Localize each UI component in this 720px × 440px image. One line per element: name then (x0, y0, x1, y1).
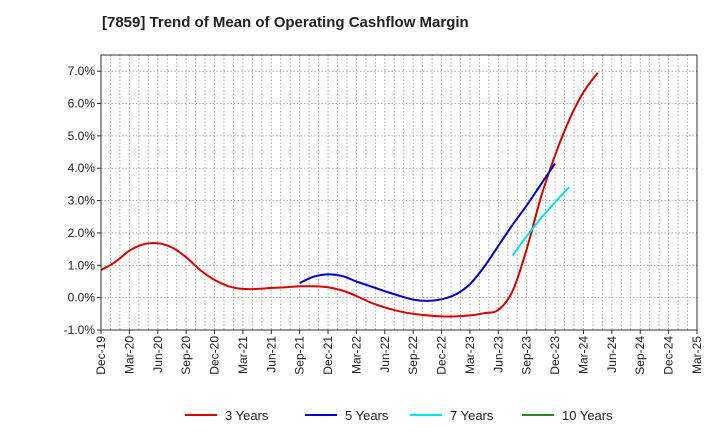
x-tick-label: Jun-22 (378, 336, 392, 373)
series-line-3-years (100, 72, 599, 318)
y-tick-label: 7.0% (68, 64, 96, 78)
chart-title: [7859] Trend of Mean of Operating Cashfl… (102, 14, 469, 31)
legend-label-3-years: 3 Years (225, 408, 269, 423)
series-lines (100, 72, 599, 318)
legend-label-7-years: 7 Years (450, 408, 494, 423)
x-tick-label: Sep-23 (520, 336, 534, 375)
legend-label-10-years: 10 Years (562, 408, 613, 423)
x-tick-label: Mar-25 (690, 336, 704, 374)
x-tick-label: Jun-21 (264, 336, 278, 373)
x-tick-label: Dec-23 (548, 336, 562, 375)
y-axis: -1.0% 0.0% 1.0% 2.0% 3.0% 4.0% 5.0% 6.0% 7.0% (64, 64, 101, 337)
legend-label-5-years: 5 Years (345, 408, 389, 423)
x-tick-label: Dec-20 (208, 336, 222, 375)
x-tick-label: Mar-20 (122, 336, 136, 374)
y-tick-label: 5.0% (68, 129, 96, 143)
series-line-7-years (511, 186, 571, 257)
x-tick-label: Mar-21 (236, 336, 250, 374)
legend: 3 Years 5 Years 7 Years 10 Years (185, 408, 613, 423)
x-axis: Dec-19 Mar-20 Jun-20 Sep-20 Dec-20 Mar-21 Jun-… (94, 330, 704, 375)
x-tick-label: Jun-24 (605, 336, 619, 373)
y-tick-label: 3.0% (68, 194, 96, 208)
y-tick-label: -1.0% (64, 323, 96, 337)
y-tick-label: 2.0% (68, 226, 96, 240)
x-tick-label: Mar-22 (349, 336, 363, 374)
x-tick-label: Sep-21 (293, 336, 307, 375)
y-tick-label: 1.0% (68, 258, 96, 272)
plot-border (100, 54, 698, 331)
x-tick-label: Dec-21 (321, 336, 335, 375)
x-tick-label: Jun-23 (491, 336, 505, 373)
x-tick-label: Mar-24 (576, 336, 590, 374)
x-tick-label: Sep-22 (406, 336, 420, 375)
x-tick-label: Dec-22 (435, 336, 449, 375)
x-tick-label: Mar-23 (463, 336, 477, 374)
x-tick-label: Jun-20 (151, 336, 165, 373)
x-tick-label: Sep-20 (179, 336, 193, 375)
plot-area (101, 55, 697, 330)
x-tick-label: Dec-24 (662, 336, 676, 375)
x-tick-label: Dec-19 (94, 336, 108, 375)
y-tick-label: 4.0% (68, 161, 96, 175)
y-tick-label: 0.0% (68, 291, 96, 305)
series-line-5-years (299, 162, 556, 302)
y-tick-label: 6.0% (68, 97, 96, 111)
x-tick-label: Sep-24 (633, 336, 647, 375)
